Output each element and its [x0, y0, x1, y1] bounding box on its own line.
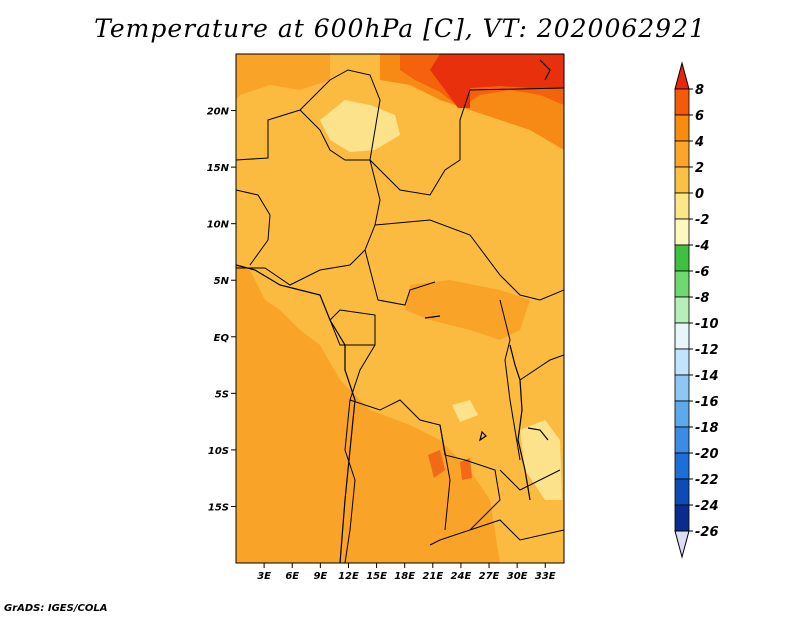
lat-label-5: 5S — [215, 389, 229, 400]
colorbar-label-0: 8 — [695, 83, 704, 98]
colorbar-label-15: -22 — [695, 473, 719, 488]
colorbar: 8 6 4 2 0 -2 -4 -6 -8 -10 -12 -14 -16 -18 -20 -22 -24 -26 — [674, 61, 719, 559]
field-2to4-region-southwest — [236, 265, 500, 563]
field-0to-2-patch-center — [452, 400, 478, 422]
colorbar-swatch-16 — [674, 504, 690, 532]
field-2to4-region-central — [405, 280, 530, 340]
colorbar-swatch-7 — [674, 270, 690, 298]
lon-label-4: 15E — [366, 571, 387, 582]
lon-label-9: 30E — [507, 571, 528, 582]
lon-label-5: 18E — [394, 571, 415, 582]
colorbar-swatch-14 — [674, 452, 690, 480]
colorbar-swatch-1 — [674, 114, 690, 142]
colorbar-arrow-bottom — [674, 530, 690, 559]
colorbar-label-8: -8 — [695, 291, 709, 306]
colorbar-label-12: -16 — [695, 395, 719, 410]
colorbar-swatch-0 — [674, 88, 690, 116]
lon-label-0: 3E — [257, 571, 271, 582]
field-0to-2-patch-sahara — [320, 100, 400, 152]
lon-label-8: 27E — [479, 571, 500, 582]
latitude-axis: 20N 15N 10N 5N EQ 5S 10S 15S — [207, 107, 236, 513]
colorbar-swatch-4 — [674, 192, 690, 220]
colorbar-swatch-12 — [674, 400, 690, 428]
lon-label-1: 6E — [285, 571, 299, 582]
field-6to8-region-right — [470, 54, 564, 88]
colorbar-swatch-3 — [674, 166, 690, 194]
colorbar-label-7: -6 — [695, 265, 709, 280]
colorbar-swatch-2 — [674, 140, 690, 168]
colorbar-swatch-5 — [674, 218, 690, 246]
colorbar-label-2: 4 — [694, 135, 704, 150]
colorbar-label-5: -2 — [695, 213, 709, 228]
field-hotspot-angola — [428, 450, 445, 478]
colorbar-arrow-top — [674, 61, 690, 90]
colorbar-swatch-6 — [674, 244, 690, 272]
colorbar-label-3: 2 — [695, 161, 704, 176]
field-hotspot-zambia — [460, 458, 472, 480]
lon-label-6: 21E — [422, 571, 443, 582]
colorbar-label-17: -26 — [695, 525, 719, 540]
colorbar-swatch-13 — [674, 426, 690, 454]
field-6to8-region — [430, 54, 470, 108]
lat-label-6: 10S — [208, 446, 229, 457]
colorbar-label-14: -20 — [695, 447, 719, 462]
map-title: Temperature at 600hPa [C], VT: 202006292… — [94, 14, 706, 43]
colorbar-label-1: 6 — [695, 109, 704, 124]
colorbar-label-6: -4 — [695, 239, 709, 254]
lat-label-1: 15N — [207, 163, 230, 174]
colorbar-label-11: -14 — [695, 369, 719, 384]
colorbar-label-9: -10 — [695, 317, 719, 332]
lat-label-0: 20N — [207, 107, 230, 118]
temperature-field — [236, 54, 564, 563]
longitude-axis: 3E 6E 9E 12E 15E 18E 21E 24E 27E 30E 33E — [257, 563, 556, 582]
map-frame — [235, 53, 565, 564]
lat-label-2: 10N — [207, 220, 230, 231]
colorbar-swatch-15 — [674, 478, 690, 506]
lat-label-4: EQ — [214, 333, 230, 344]
lat-label-3: 5N — [214, 276, 230, 287]
lon-label-3: 12E — [338, 571, 359, 582]
lon-label-7: 24E — [451, 571, 472, 582]
coastline — [236, 59, 551, 563]
lat-label-7: 15S — [208, 502, 229, 513]
field-0to-2-patch-east — [520, 420, 562, 500]
grads-credit: GrADS: IGES/COLA — [4, 603, 108, 614]
colorbar-label-13: -18 — [695, 421, 719, 436]
colorbar-swatch-9 — [674, 322, 690, 350]
colorbar-label-10: -12 — [695, 343, 719, 358]
colorbar-label-4: 0 — [695, 187, 704, 202]
lon-label-10: 33E — [535, 571, 556, 582]
lon-label-2: 9E — [313, 571, 327, 582]
colorbar-swatch-8 — [674, 296, 690, 324]
field-2to4-region-north — [236, 54, 330, 100]
colorbar-swatch-10 — [674, 348, 690, 376]
colorbar-swatch-11 — [674, 374, 690, 402]
colorbar-label-16: -24 — [695, 499, 719, 514]
